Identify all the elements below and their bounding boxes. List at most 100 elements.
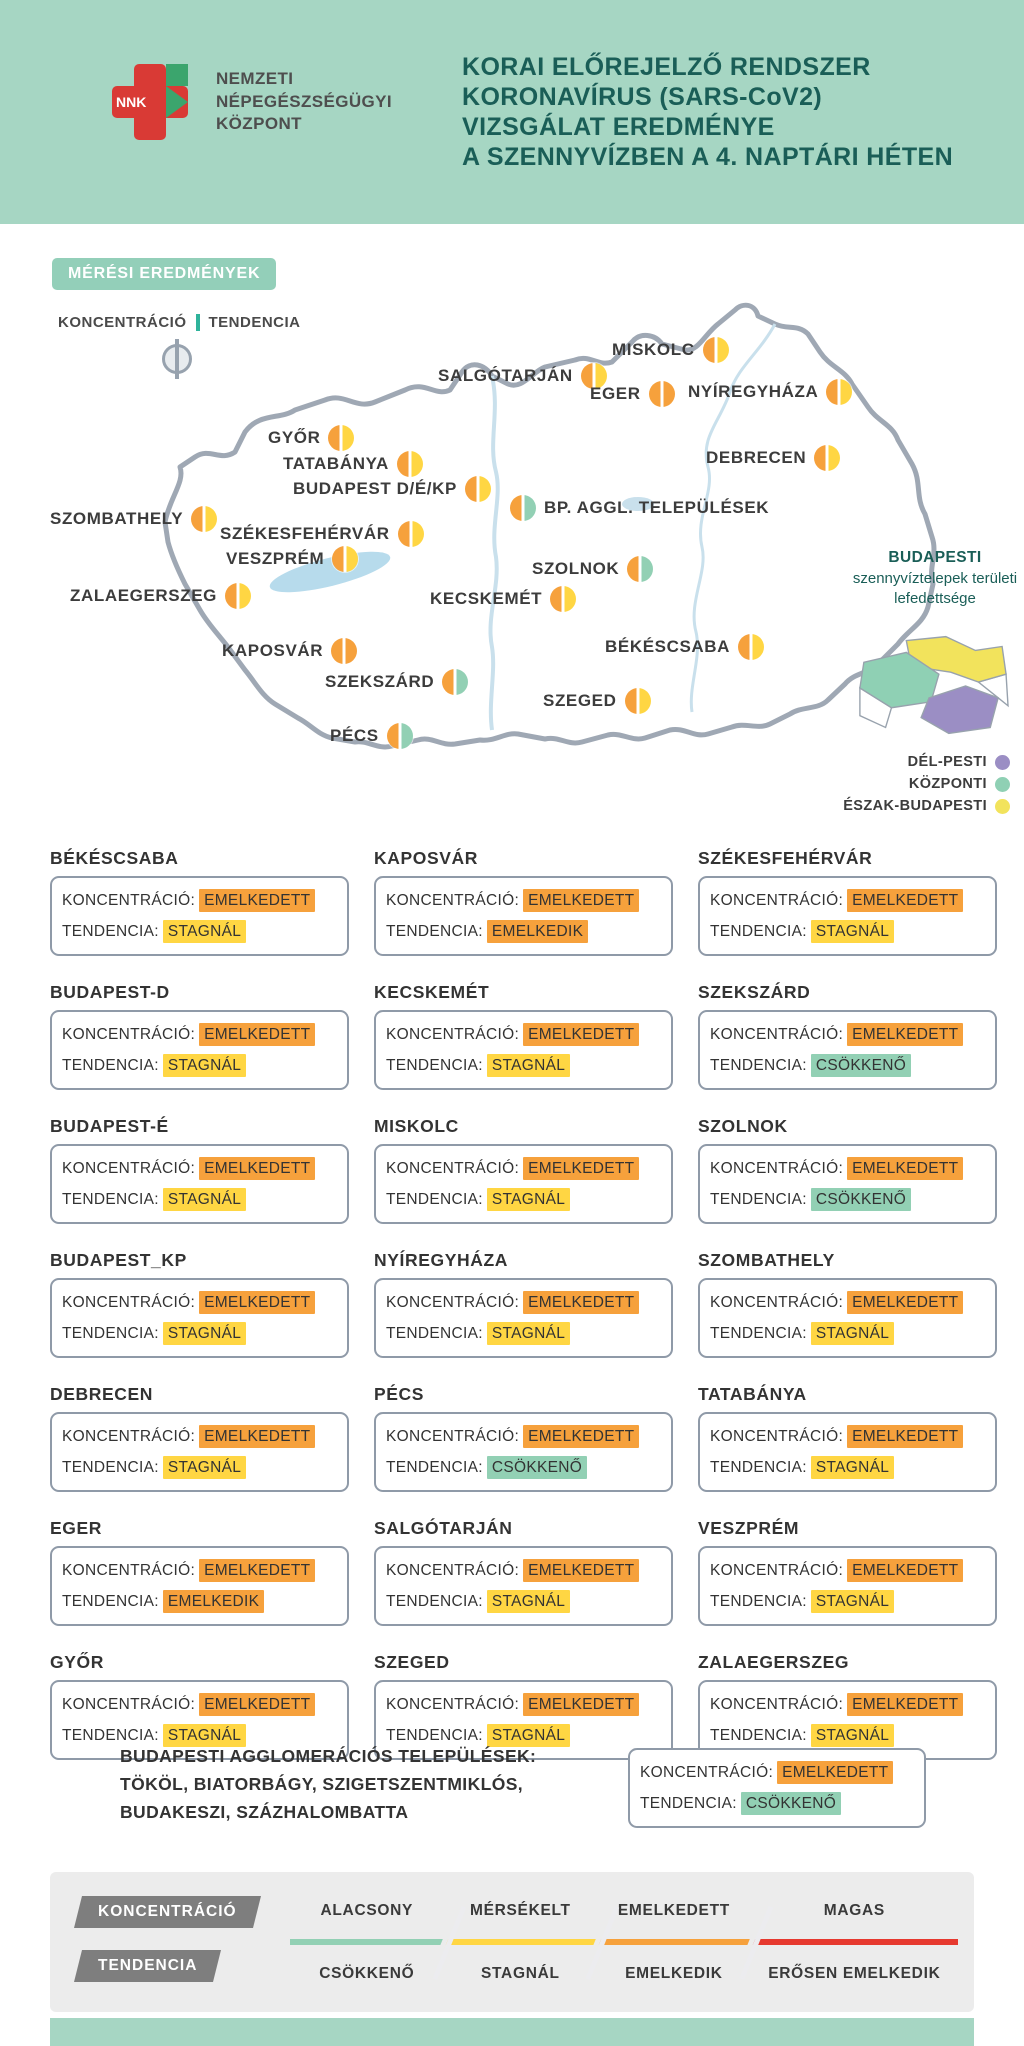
card-box: KONCENTRÁCIÓ: EMELKEDETT TENDENCIA: STAGNÁL bbox=[698, 1680, 997, 1760]
concentration-label: KONCENTRÁCIÓ: bbox=[386, 1160, 520, 1177]
lake-tisza bbox=[622, 497, 654, 511]
map-city-label: VESZPRÉM bbox=[226, 549, 325, 568]
org-name-line: NÉPEGÉSZSÉGÜGYI bbox=[216, 91, 393, 111]
city-card: SALGÓTARJÁN KONCENTRÁCIÓ: EMELKEDETT TENDEN… bbox=[374, 1518, 673, 1626]
card-city-name: SZEKSZÁRD bbox=[698, 982, 811, 1002]
map-city: SZEKSZÁRD bbox=[325, 669, 469, 695]
concentration-value: EMELKEDETT bbox=[199, 1425, 316, 1448]
card-box: KONCENTRÁCIÓ: EMELKEDETT TENDENCIA: STAGNÁL bbox=[374, 1010, 673, 1090]
inset-legend-dot-icon bbox=[995, 754, 1010, 770]
concentration-label: KONCENTRÁCIÓ: bbox=[62, 1562, 196, 1579]
concentration-value: EMELKEDETT bbox=[847, 1425, 964, 1448]
card-city-name: DEBRECEN bbox=[50, 1384, 154, 1404]
city-card: SZÉKESFEHÉRVÁR KONCENTRÁCIÓ: EMELKEDETT TEN… bbox=[698, 848, 997, 956]
scale-concentration-label-text: KONCENTRÁCIÓ bbox=[98, 1903, 237, 1920]
concentration-label: KONCENTRÁCIÓ: bbox=[710, 1160, 844, 1177]
city-status-marker-icon bbox=[826, 379, 853, 405]
map-city: SZOLNOK bbox=[532, 556, 654, 582]
trend-label: TENDENCIA: bbox=[62, 1325, 159, 1342]
card-box: KONCENTRÁCIÓ: EMELKEDETT TENDENCIA: STAGNÁL bbox=[50, 1010, 349, 1090]
trend-line: TENDENCIA: STAGNÁL bbox=[710, 1720, 985, 1751]
card-city-name: VESZPRÉM bbox=[698, 1518, 800, 1538]
card-city-name: BÉKÉSCSABA bbox=[50, 848, 179, 868]
map-city: SZEGED bbox=[543, 688, 651, 714]
concentration-label: KONCENTRÁCIÓ: bbox=[710, 892, 844, 909]
page-title: KORAI ELŐREJELZŐ RENDSZER KORONAVÍRUS (S… bbox=[462, 52, 953, 172]
city-card: SZEGED KONCENTRÁCIÓ: EMELKEDETT TENDENCIA: S… bbox=[374, 1652, 673, 1760]
trend-value: STAGNÁL bbox=[810, 920, 895, 943]
map-city: SZOMBATHELY bbox=[50, 506, 218, 532]
concentration-value: EMELKEDETT bbox=[199, 1157, 316, 1180]
scale-column: EMELKEDETT EMELKEDIK bbox=[597, 1882, 773, 2002]
page-title-line: KORAI ELŐREJELZŐ RENDSZER bbox=[462, 53, 871, 81]
trend-line: TENDENCIA: STAGNÁL bbox=[710, 1586, 985, 1617]
inset-legend-label: KÖZPONTI bbox=[908, 776, 987, 792]
map-city-label: ZALAEGERSZEG bbox=[70, 586, 217, 605]
trend-value: EMELKEDIK bbox=[486, 920, 589, 943]
concentration-line: KONCENTRÁCIÓ: EMELKEDETT bbox=[62, 1421, 337, 1452]
trend-line: TENDENCIA: STAGNÁL bbox=[710, 1452, 985, 1483]
map-city: BUDAPEST D/É/KP bbox=[293, 476, 491, 502]
scale-color-bar bbox=[750, 1939, 958, 1945]
scale-color-bar bbox=[290, 1939, 444, 1945]
scale-concentration-value: ALACSONY bbox=[320, 1901, 414, 1919]
trend-label: TENDENCIA: bbox=[386, 1191, 483, 1208]
card-box: KONCENTRÁCIÓ: EMELKEDETT TENDENCIA: STAGNÁL bbox=[50, 1412, 349, 1492]
card-city-name: BUDAPEST-É bbox=[50, 1116, 169, 1136]
trend-value: STAGNÁL bbox=[162, 1054, 247, 1077]
city-card: GYŐR KONCENTRÁCIÓ: EMELKEDETT TENDENCIA: STA… bbox=[50, 1652, 349, 1760]
scale-columns: ALACSONY CSÖKKENŐ MÉRSÉKELT STAGNÁL EMELKEDE… bbox=[290, 1882, 958, 2002]
trend-label: TENDENCIA: bbox=[62, 1459, 159, 1476]
concentration-line: KONCENTRÁCIÓ: EMELKEDETT bbox=[386, 1287, 661, 1318]
trend-value: STAGNÁL bbox=[810, 1724, 895, 1747]
city-card: SZOLNOK KONCENTRÁCIÓ: EMELKEDETT TENDENCIA:… bbox=[698, 1116, 997, 1224]
city-card: SZOMBATHELY KONCENTRÁCIÓ: EMELKEDETT TENDEN… bbox=[698, 1250, 997, 1358]
inset-legend-dot-icon bbox=[995, 798, 1010, 814]
trend-label: TENDENCIA: bbox=[710, 1057, 807, 1074]
concentration-line: KONCENTRÁCIÓ: EMELKEDETT bbox=[62, 1153, 337, 1184]
concentration-label: KONCENTRÁCIÓ: bbox=[386, 1696, 520, 1713]
card-box: KONCENTRÁCIÓ: EMELKEDETT TENDENCIA: STAGNÁL bbox=[374, 1680, 673, 1760]
concentration-value: EMELKEDETT bbox=[847, 1291, 964, 1314]
card-box: KONCENTRÁCIÓ: EMELKEDETT TENDENCIA: STAGNÁL bbox=[698, 876, 997, 956]
concentration-label: KONCENTRÁCIÓ: bbox=[62, 1696, 196, 1713]
card-city-name: SZÉKESFEHÉRVÁR bbox=[698, 848, 873, 868]
concentration-label: KONCENTRÁCIÓ: bbox=[386, 1294, 520, 1311]
concentration-value: EMELKEDETT bbox=[777, 1761, 894, 1784]
card-city-name: SZOMBATHELY bbox=[698, 1250, 835, 1270]
map-section: MÉRÉSI EREDMÉNYEK KONCENTRÁCIÓ TENDENCIA… bbox=[0, 232, 1024, 844]
scale-concentration-value: MAGAS bbox=[823, 1901, 885, 1919]
agglomeration-note: BUDAPESTI AGGLOMERÁCIÓS TELEPÜLÉSEK: TÖK… bbox=[120, 1742, 536, 1826]
trend-line: TENDENCIA: CSÖKKENŐ bbox=[386, 1452, 661, 1483]
card-box: KONCENTRÁCIÓ: EMELKEDETT TENDENCIA: EMELKED… bbox=[374, 876, 673, 956]
trend-label: TENDENCIA: bbox=[386, 923, 483, 940]
city-card: NYÍREGYHÁZA KONCENTRÁCIÓ: EMELKEDETT TENDEN… bbox=[374, 1250, 673, 1358]
concentration-label: KONCENTRÁCIÓ: bbox=[62, 892, 196, 909]
trend-value: STAGNÁL bbox=[162, 1724, 247, 1747]
trend-value: STAGNÁL bbox=[486, 1322, 571, 1345]
concentration-line: KONCENTRÁCIÓ: EMELKEDETT bbox=[710, 885, 985, 916]
inset-title-strong: BUDAPESTI bbox=[888, 549, 982, 566]
concentration-value: EMELKEDETT bbox=[199, 1023, 316, 1046]
map-city-label: SZOLNOK bbox=[532, 559, 620, 578]
concentration-value: EMELKEDETT bbox=[199, 1291, 316, 1314]
card-box: KONCENTRÁCIÓ: EMELKEDETT TENDENCIA: STAGNÁL bbox=[374, 1278, 673, 1358]
concentration-value: EMELKEDETT bbox=[523, 1425, 640, 1448]
concentration-value: EMELKEDETT bbox=[199, 889, 316, 912]
map-city-label: DEBRECEN bbox=[706, 448, 807, 467]
concentration-label: KONCENTRÁCIÓ: bbox=[386, 892, 520, 909]
trend-label: TENDENCIA: bbox=[710, 923, 807, 940]
map-city: TATABÁNYA bbox=[283, 451, 423, 477]
card-box: KONCENTRÁCIÓ: EMELKEDETT TENDENCIA: STAGNÁL bbox=[50, 1144, 349, 1224]
scale-column: MÉRSÉKELT STAGNÁL bbox=[443, 1882, 620, 2002]
trend-value: STAGNÁL bbox=[810, 1322, 895, 1345]
map-city-label: SZOMBATHELY bbox=[50, 509, 184, 528]
city-card: SZEKSZÁRD KONCENTRÁCIÓ: EMELKEDETT TENDENCI… bbox=[698, 982, 997, 1090]
trend-value: STAGNÁL bbox=[162, 1188, 247, 1211]
card-box: KONCENTRÁCIÓ: EMELKEDETT TENDENCIA: CSÖKKEN… bbox=[698, 1010, 997, 1090]
city-card: MISKOLC KONCENTRÁCIÓ: EMELKEDETT TENDENCIA:… bbox=[374, 1116, 673, 1224]
agglomeration-note-line: TÖKÖL, BIATORBÁGY, SZIGETSZENTMIKLÓS, bbox=[120, 1774, 524, 1794]
concentration-label: KONCENTRÁCIÓ: bbox=[62, 1294, 196, 1311]
inset-title-rest: szennyvíztelepek területi lefedettsége bbox=[852, 569, 1018, 608]
map-city-label: NYÍREGYHÁZA bbox=[688, 382, 819, 401]
